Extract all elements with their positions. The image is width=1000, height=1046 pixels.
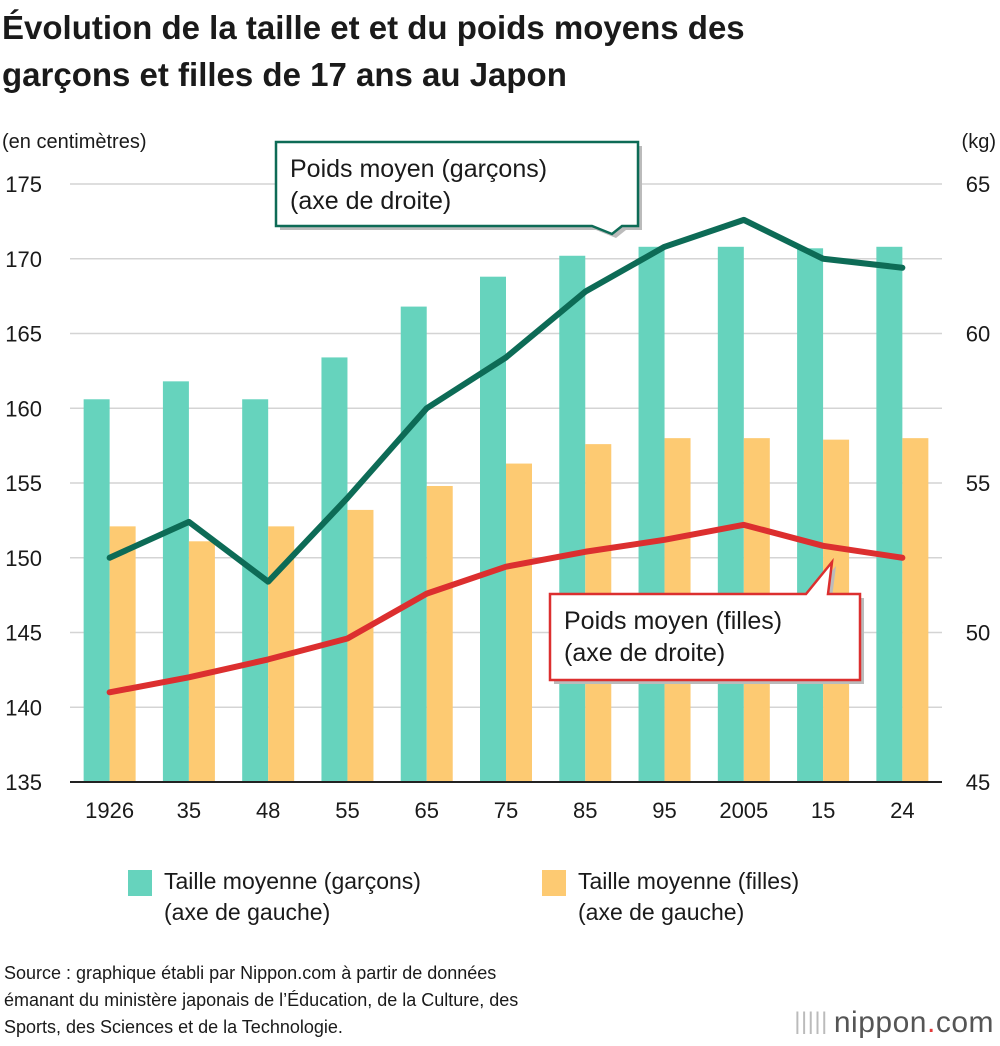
x-tick-label: 35 bbox=[177, 798, 201, 823]
x-tick-label: 65 bbox=[414, 798, 438, 823]
legend-swatch-boys-height bbox=[128, 870, 152, 896]
brand-logo: ||||| nippon.com bbox=[794, 1006, 994, 1040]
callout-boys-weight-text: (axe de droite) bbox=[290, 187, 451, 215]
bar-boys-height bbox=[876, 246, 903, 783]
x-tick-label: 15 bbox=[811, 798, 835, 823]
chart-title: Évolution de la taille et et du poids mo… bbox=[2, 4, 992, 98]
bar-boys-height bbox=[797, 248, 824, 782]
left-tick-label: 145 bbox=[5, 621, 42, 646]
callout-girls-weight-text: (axe de droite) bbox=[564, 639, 725, 667]
callout-boys-weight: Poids moyen (garçons) (axe de droite) bbox=[274, 140, 642, 238]
source-line2: émanant du ministère japonais de l’Éduca… bbox=[4, 990, 519, 1010]
bar-girls-height bbox=[902, 438, 929, 782]
bar-girls-height bbox=[347, 509, 374, 782]
brand-name: nippon bbox=[833, 1006, 927, 1039]
callout-boys-weight-box bbox=[274, 140, 640, 236]
callout-girls-weight: Poids moyen (filles) (axe de droite) bbox=[548, 557, 864, 684]
bar-girls-height bbox=[188, 541, 215, 782]
bar-boys-height bbox=[400, 306, 427, 782]
legend-label-boys-line1: Taille moyenne (garçons) bbox=[164, 868, 421, 894]
x-tick-label: 48 bbox=[256, 798, 280, 823]
left-tick-label: 140 bbox=[5, 695, 42, 720]
bar-boys-height bbox=[638, 246, 665, 783]
left-tick-label: 150 bbox=[5, 546, 42, 571]
legend-label-boys-line2: (axe de gauche) bbox=[164, 899, 331, 925]
source-line3: Sports, des Sciences et de la Technologi… bbox=[4, 1017, 343, 1037]
right-tick-label: 60 bbox=[966, 322, 990, 347]
callout-boys-weight-text: Poids moyen (garçons) bbox=[290, 155, 547, 183]
bar-boys-height bbox=[717, 246, 744, 783]
left-tick-label: 135 bbox=[5, 770, 42, 795]
left-tick-label: 165 bbox=[5, 322, 42, 347]
line-girls-weight bbox=[106, 521, 906, 696]
bar-girls-height bbox=[109, 526, 136, 782]
bar-girls-height bbox=[506, 463, 532, 782]
left-tick-label: 160 bbox=[5, 396, 42, 421]
x-tick-label: 24 bbox=[890, 798, 914, 823]
x-tick-label: 85 bbox=[573, 798, 597, 823]
bar-boys-height bbox=[83, 399, 110, 782]
brand-tld: com bbox=[935, 1006, 994, 1039]
source-note: Source : graphique établi par Nippon.com… bbox=[4, 960, 724, 1041]
left-tick-label: 170 bbox=[5, 247, 42, 272]
x-tick-label: 55 bbox=[335, 798, 359, 823]
right-tick-label: 65 bbox=[966, 172, 990, 197]
bar-boys-height bbox=[559, 255, 586, 782]
x-tick-label: 2005 bbox=[719, 798, 768, 823]
right-tick-label: 45 bbox=[966, 770, 990, 795]
left-tick-label: 155 bbox=[5, 471, 42, 496]
line-boys-weight bbox=[106, 216, 906, 585]
bar-boys-height bbox=[321, 357, 348, 782]
bar-girls-height bbox=[426, 485, 453, 782]
bar-boys-height bbox=[242, 399, 269, 782]
bar-boys-height bbox=[162, 381, 189, 782]
chart-title-line1: Évolution de la taille et et du poids mo… bbox=[2, 9, 745, 46]
brand-mark-icon: ||||| bbox=[794, 1008, 828, 1035]
callout-girls-weight-box bbox=[548, 557, 862, 682]
chart-area: (en centimètres) (kg) 175 170 165 160 155 150 14… bbox=[2, 131, 996, 823]
brand-dot: . bbox=[926, 1006, 936, 1039]
right-axis-unit: (kg) bbox=[962, 131, 996, 153]
callout-girls-weight-text: Poids moyen (filles) bbox=[564, 607, 782, 635]
chart-title-line2: garçons et filles de 17 ans au Japon bbox=[2, 56, 567, 93]
x-tick-label: 75 bbox=[494, 798, 518, 823]
x-tick-label: 95 bbox=[652, 798, 676, 823]
legend-label-girls-line1: Taille moyenne (filles) bbox=[578, 868, 800, 894]
legend-swatch-girls-height bbox=[542, 870, 566, 896]
legend-label-girls-line2: (axe de gauche) bbox=[578, 899, 745, 925]
right-tick-label: 50 bbox=[966, 621, 990, 646]
source-line1: Source : graphique établi par Nippon.com… bbox=[4, 963, 497, 983]
left-axis-unit: (en centimètres) bbox=[2, 131, 147, 153]
right-tick-label: 55 bbox=[966, 471, 990, 496]
left-tick-label: 175 bbox=[5, 172, 42, 197]
x-tick-label: 1926 bbox=[85, 798, 134, 823]
bar-boys-height bbox=[480, 276, 506, 782]
